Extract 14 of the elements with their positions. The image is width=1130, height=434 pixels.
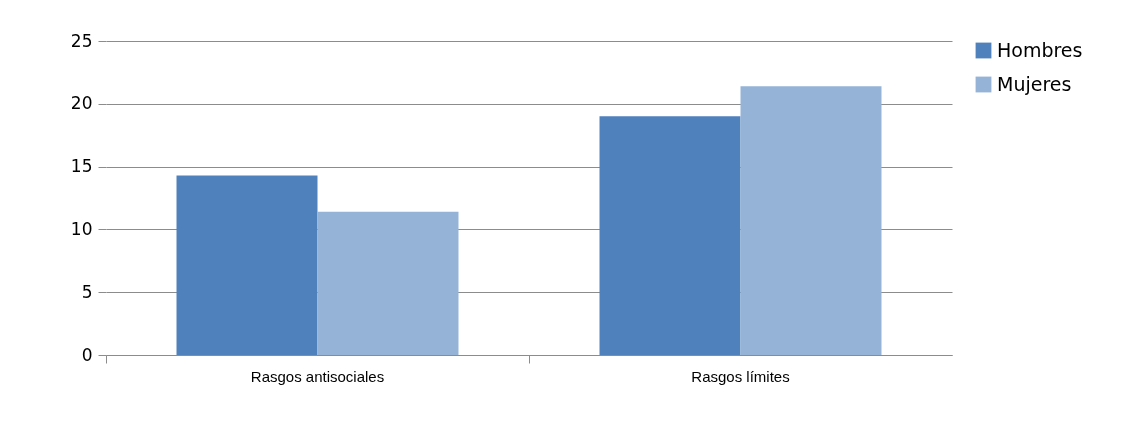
y-tick-label: 10 (70, 218, 93, 239)
y-tick-label: 20 (70, 93, 93, 114)
y-tick-label: 5 (81, 281, 93, 302)
bar (176, 175, 318, 355)
legend-label: Hombres (997, 38, 1083, 61)
y-tick-label: 0 (81, 344, 93, 365)
legend-label: Mujeres (997, 72, 1072, 95)
x-tick-label: Rasgos límites (691, 367, 790, 385)
bar (599, 116, 741, 355)
x-tick-label: Rasgos antisociales (250, 367, 385, 385)
bar (740, 86, 882, 355)
y-tick-label: 25 (70, 30, 93, 51)
y-tick-label: 15 (70, 156, 93, 177)
bar (317, 211, 459, 355)
